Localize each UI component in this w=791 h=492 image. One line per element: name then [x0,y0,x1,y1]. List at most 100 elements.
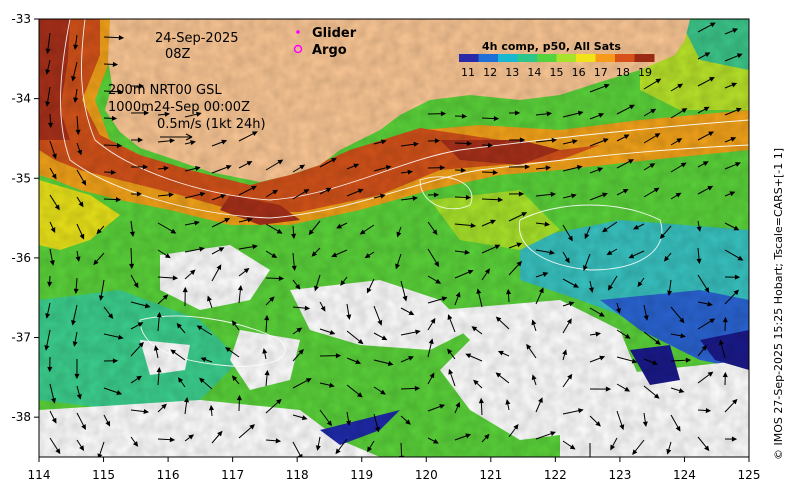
current-arrowhead [701,345,707,351]
current-arrowhead [190,140,196,146]
current-arrowhead [243,268,250,274]
current-arrows [44,22,744,457]
current-arrowhead [182,286,188,293]
current-arrowhead [490,219,496,225]
current-arrowhead [111,115,118,121]
contour-1000m [60,19,749,219]
current-arrowhead [246,161,253,166]
current-arrowhead [156,366,162,373]
current-arrowhead [291,233,297,240]
current-arrowhead [571,193,577,199]
current-arrowhead [304,305,311,311]
current-arrowhead [144,303,151,309]
current-arrowhead [623,134,630,140]
colorbar-tick-label: 18 [616,66,630,79]
current-arrowhead [247,217,253,223]
current-arrowhead [704,445,710,452]
current-arrowhead [666,448,672,455]
current-arrowhead [252,244,258,250]
current-arrowhead [355,359,362,365]
current-arrowhead [237,284,243,291]
current-arrowhead [116,390,123,395]
current-arrowhead [377,319,383,326]
current-arrowhead [505,399,511,405]
current-arrowhead [564,257,570,264]
current-arrow [400,442,403,457]
x-tick-label: 114 [28,468,51,482]
current-arrowhead [629,104,635,110]
current-arrowhead [568,301,575,307]
current-arrowhead [493,116,500,122]
colorbar-swatch [498,54,518,62]
current-arrowhead [622,188,629,194]
current-arrowhead [72,341,78,347]
current-arrowhead [189,269,196,275]
current-arrowhead [680,333,686,339]
axis-ticks: 114 115 116 117 118 119 120 121 122 123 124 125 -33 -… [11,12,760,482]
y-tick-label: -36 [11,251,31,265]
current-arrowhead [396,231,402,238]
current-arrowhead [494,244,501,250]
current-arrowhead [676,138,683,144]
colorbar-swatch [615,54,635,62]
current-arrowhead [495,316,502,322]
glider-marker-icon [296,30,300,34]
current-arrowhead [116,143,123,149]
current-arrowhead [315,445,321,451]
current-arrowhead [675,192,682,198]
current-arrowhead [663,255,670,262]
current-arrowhead [709,318,716,324]
current-arrowhead [434,138,441,144]
current-arrowhead [177,377,184,383]
current-arrowhead [631,358,638,364]
current-arrowhead [681,108,688,113]
current-arrowhead [51,173,57,180]
current-arrowhead [637,281,643,288]
current-arrowhead [610,444,616,451]
current-arrowhead [163,165,170,171]
colorbar-tick-label: 11 [461,66,475,79]
current-arrowhead [129,263,135,270]
current-arrowhead [45,313,51,319]
current-arrowhead [567,235,573,242]
current-arrowhead [569,444,576,450]
current-arrowhead [381,335,388,341]
current-arrowhead [737,255,744,261]
current-arrowhead [434,261,440,268]
current-arrowhead [220,194,227,199]
current-arrowhead [169,138,176,144]
current-arrowhead [75,129,81,136]
sst-field [39,19,749,457]
current-arrowhead [595,331,602,337]
current-arrowhead [395,263,400,270]
y-tick-label: -37 [11,331,31,345]
current-arrowhead [476,288,482,295]
current-arrowhead [325,187,332,193]
colorbar-tick-label: 19 [638,66,652,79]
depth-contours [60,19,749,367]
current-arrowhead [81,424,86,430]
x-tick-label: 123 [608,468,631,482]
current-arrowhead [153,345,159,351]
current-arrowhead [624,386,631,392]
current-arrowhead [74,373,80,380]
current-arrowhead [439,165,446,171]
current-arrowhead [709,22,716,28]
current-arrowhead [632,449,638,456]
colorbar-swatch [634,54,655,62]
current-arrowhead [538,397,543,404]
current-arrowhead [550,431,556,437]
current-arrowhead [231,320,237,326]
current-arrowhead [578,408,584,414]
current-arrowhead [98,295,104,301]
current-arrowhead [733,289,740,296]
current-arrowhead [112,358,119,364]
current-arrowhead [269,296,275,302]
y-tick-label: -35 [11,171,31,185]
current-arrowhead [335,448,341,455]
current-arrowhead [199,191,206,197]
current-arrowhead [387,361,394,366]
colorbar-swatch [556,54,577,62]
current-arrowhead [628,159,635,164]
